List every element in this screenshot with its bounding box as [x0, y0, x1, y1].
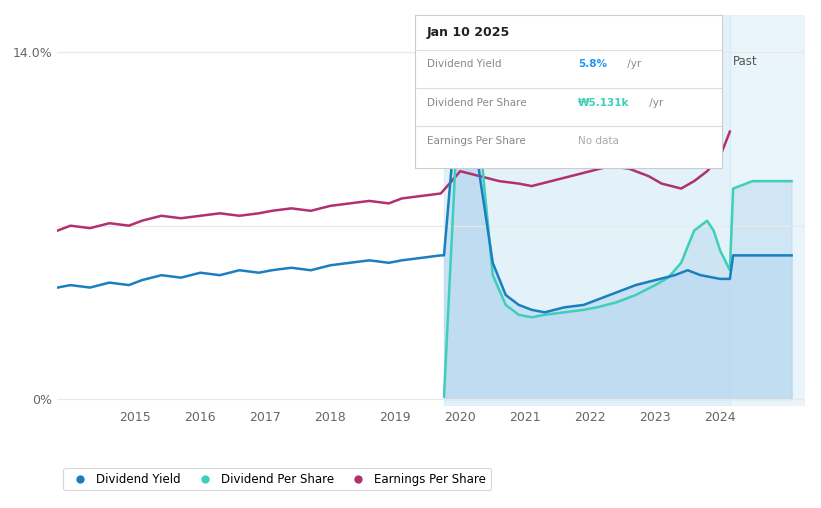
Text: /yr: /yr [645, 98, 663, 108]
Text: 5.8%: 5.8% [578, 59, 607, 70]
Text: Dividend Per Share: Dividend Per Share [427, 98, 526, 108]
Text: Earnings Per Share: Earnings Per Share [427, 136, 525, 146]
Bar [730, 15, 805, 406]
Text: Dividend Yield: Dividend Yield [427, 59, 502, 70]
Text: No data: No data [578, 136, 619, 146]
Bar [444, 15, 730, 406]
Text: Past: Past [733, 55, 758, 68]
Legend: Dividend Yield, Dividend Per Share, Earnings Per Share: Dividend Yield, Dividend Per Share, Earn… [63, 468, 491, 490]
Text: ₩5.131k: ₩5.131k [578, 98, 629, 108]
Text: Jan 10 2025: Jan 10 2025 [427, 26, 510, 39]
Text: /yr: /yr [624, 59, 641, 70]
